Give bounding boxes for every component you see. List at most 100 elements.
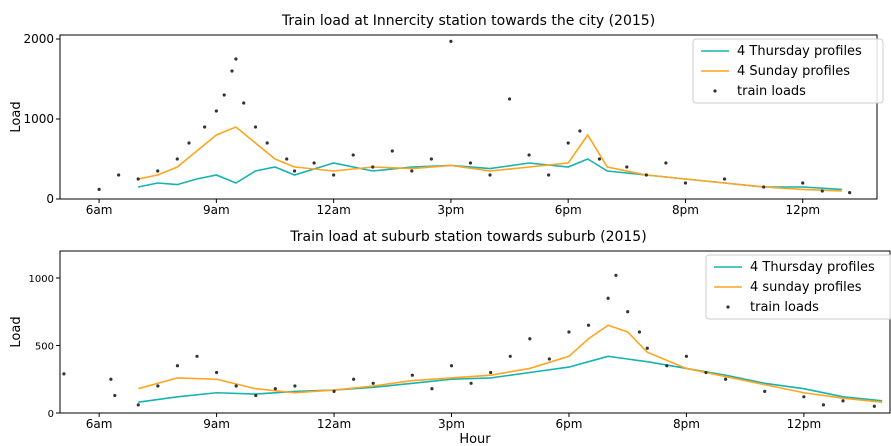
point — [195, 354, 199, 358]
point — [614, 273, 618, 277]
y-tick-label: 2000 — [23, 32, 54, 46]
point — [234, 384, 238, 388]
point — [528, 337, 532, 341]
point — [273, 387, 277, 391]
point — [230, 69, 234, 73]
point — [449, 364, 454, 368]
point — [578, 129, 582, 133]
point — [527, 153, 531, 157]
x-tick-label: 6pm — [555, 203, 582, 217]
point — [547, 173, 551, 177]
point — [371, 381, 375, 385]
point — [722, 177, 727, 181]
point — [62, 372, 66, 376]
line — [138, 324, 883, 403]
point — [97, 187, 101, 191]
x-tick-label: 3pm — [437, 203, 464, 217]
point — [848, 191, 852, 195]
x-tick-label: 9am — [203, 417, 230, 431]
legend-label: 4 sunday profiles — [750, 280, 862, 295]
point — [187, 141, 191, 145]
point — [293, 384, 297, 388]
point — [606, 296, 610, 300]
x-tick-label: 6pm — [555, 417, 582, 431]
point — [156, 169, 160, 173]
line — [138, 355, 883, 403]
point — [136, 403, 140, 407]
point — [265, 141, 269, 145]
point — [292, 169, 297, 173]
point — [841, 399, 845, 403]
legend-label: 4 Thursday profiles — [737, 44, 862, 59]
legend-label: 4 Thursday profiles — [750, 260, 875, 275]
axes-frame — [59, 250, 891, 414]
point — [203, 125, 207, 129]
x-tick-label: 12pm — [787, 417, 822, 431]
legend-marker — [713, 89, 717, 93]
point — [175, 364, 180, 368]
point — [109, 377, 113, 381]
point — [429, 157, 433, 161]
x-tick-label: 12am — [317, 417, 351, 431]
plot-area — [62, 273, 883, 408]
x-tick-label: 12am — [316, 203, 350, 217]
legend-label: 4 Sunday profiles — [737, 64, 850, 79]
point — [704, 370, 708, 375]
point — [644, 173, 648, 177]
point — [567, 330, 571, 334]
axes-frame — [59, 34, 878, 200]
point — [410, 373, 414, 377]
legend-box — [705, 254, 891, 320]
legend-label: train loads — [750, 300, 819, 315]
chart-title: Train load at suburb station towards sub… — [289, 229, 646, 245]
x-tick-label: 12pm — [785, 203, 820, 217]
point — [136, 177, 140, 181]
point — [117, 173, 121, 177]
point — [821, 403, 826, 407]
point — [215, 370, 219, 375]
point — [586, 323, 591, 327]
point — [625, 165, 629, 169]
point — [763, 389, 767, 393]
x-tick-label: 3pm — [438, 417, 465, 431]
point — [352, 377, 356, 381]
point — [390, 149, 394, 153]
point — [645, 346, 649, 350]
point — [820, 189, 824, 193]
point — [507, 97, 512, 101]
point — [508, 354, 512, 358]
point — [683, 181, 688, 185]
point — [469, 381, 473, 385]
point — [684, 354, 689, 358]
point — [449, 39, 453, 44]
point — [802, 395, 806, 399]
point — [332, 389, 336, 393]
x-axis-label: Hour — [459, 432, 491, 446]
y-tick-label: 1000 — [29, 274, 54, 285]
point — [156, 384, 160, 388]
point — [410, 169, 414, 173]
legend-label: train loads — [737, 84, 806, 99]
y-axis-label: Load — [9, 316, 24, 347]
point — [242, 101, 246, 105]
point — [872, 404, 876, 408]
point — [312, 161, 316, 165]
point — [665, 364, 669, 368]
y-tick-label: 0 — [48, 409, 54, 420]
x-tick-label: 6am — [86, 203, 113, 217]
point — [637, 330, 642, 334]
y-axis-label: Load — [9, 101, 24, 132]
point — [468, 161, 473, 165]
point — [175, 157, 179, 161]
point — [762, 185, 766, 189]
x-tick-label: 9am — [203, 203, 230, 217]
legend-box — [692, 38, 884, 104]
point — [626, 310, 630, 314]
point — [723, 377, 728, 381]
y-tick-label: 500 — [35, 342, 54, 353]
point — [371, 165, 375, 169]
legend-marker — [726, 305, 730, 309]
point — [253, 125, 258, 129]
point — [547, 357, 551, 361]
point — [254, 393, 258, 398]
